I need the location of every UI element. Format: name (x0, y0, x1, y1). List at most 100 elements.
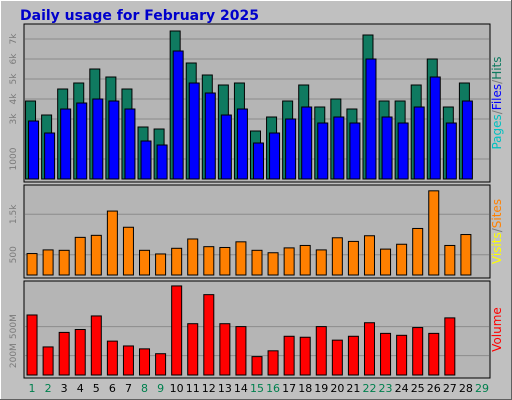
bar-volume (58, 331, 70, 376)
day-label: 11 (186, 382, 200, 395)
bar-sites (26, 253, 38, 276)
bar-files (60, 108, 72, 180)
y-tick-label: 500M (9, 314, 19, 339)
day-label: 2 (45, 382, 52, 395)
bar-sites (331, 237, 343, 276)
day-label: 29 (475, 382, 489, 395)
legend-entry: Pages (490, 114, 504, 149)
bar-files (236, 108, 248, 180)
day-label: 21 (346, 382, 360, 395)
day-label: 12 (202, 382, 216, 395)
day-label: 17 (282, 382, 296, 395)
bar-sites (139, 249, 151, 276)
panel-3: 200M 500M Volume (9, 280, 504, 379)
day-label: 8 (141, 382, 148, 395)
bar-volume (444, 317, 456, 376)
bar-files (172, 50, 184, 180)
bar-sites (251, 249, 263, 276)
bar-sites (283, 247, 295, 276)
bar-files (333, 116, 345, 180)
bar-files (301, 106, 313, 180)
panel-2: 500 1.5k Visits/Sites (9, 184, 504, 279)
bar-sites (267, 252, 279, 276)
day-label: 9 (157, 382, 164, 395)
day-label: 22 (362, 382, 376, 395)
bar-volume (203, 294, 215, 376)
bar-files (253, 142, 264, 180)
day-label: 4 (77, 382, 84, 395)
bar-sites (347, 240, 359, 276)
bar-sites (460, 234, 472, 276)
legend-entry: Volume (490, 307, 504, 352)
legend-entry: Hits (490, 56, 504, 79)
legend-entry: / (490, 227, 504, 232)
bar-volume (90, 315, 102, 376)
bar-volume (219, 323, 231, 376)
bar-files (285, 118, 297, 180)
day-label: 28 (459, 382, 473, 395)
y-tick-label: 7k (9, 33, 19, 45)
legend-entry: / (490, 79, 504, 84)
bar-volume (155, 353, 167, 376)
day-label: 19 (314, 382, 328, 395)
bar-files (92, 98, 104, 180)
bar-sites (363, 235, 375, 276)
bar-sites (380, 248, 392, 276)
bar-sites (90, 234, 102, 276)
bar-sites (428, 190, 440, 276)
bar-files (381, 116, 393, 180)
bar-sites (235, 241, 247, 276)
bar-sites (444, 244, 456, 276)
bar-volume (26, 314, 38, 376)
y-tick-label: 200M (9, 343, 19, 368)
bar-volume (251, 356, 263, 376)
bar-files (445, 122, 457, 180)
bar-files (108, 100, 120, 180)
bar-files (156, 144, 168, 180)
bar-sites (155, 253, 167, 276)
day-label: 14 (234, 382, 248, 395)
bar-files (204, 92, 216, 180)
day-label: 18 (298, 382, 312, 395)
bar-files (397, 122, 409, 180)
bar-volume (187, 323, 199, 376)
bar-files (349, 122, 361, 180)
bar-volume (122, 345, 134, 376)
y-tick-label: 6k (9, 53, 19, 65)
legend-entry: Sites (490, 199, 504, 228)
day-label: 20 (330, 382, 344, 395)
bar-volume (171, 285, 183, 376)
y-tick-label: 3k (9, 113, 19, 125)
bar-sites (219, 246, 231, 276)
day-label: 1 (29, 382, 36, 395)
bar-volume (396, 334, 408, 376)
panel-legend: Visits/Sites (490, 199, 504, 264)
bar-volume (412, 327, 424, 376)
bar-sites (42, 249, 54, 276)
day-label: 15 (250, 382, 264, 395)
bar-volume (380, 332, 392, 376)
bar-files (188, 82, 200, 180)
day-label: 24 (395, 382, 409, 395)
bar-sites (203, 246, 215, 276)
bar-files (140, 140, 152, 180)
bar-files (413, 106, 425, 180)
bar-sites (315, 249, 327, 276)
day-label: 13 (218, 382, 232, 395)
bar-sites (412, 227, 424, 276)
bar-sites (171, 247, 183, 276)
bar-files (461, 100, 473, 180)
y-tick-label: 4k (9, 93, 19, 105)
bar-volume (347, 335, 359, 376)
bar-volume (331, 339, 343, 376)
day-label: 16 (266, 382, 280, 395)
panel-legend: Volume (490, 307, 504, 352)
legend-entry: Visits (490, 232, 504, 264)
bar-files (269, 132, 281, 180)
bar-files (44, 132, 56, 180)
bar-sites (299, 244, 311, 276)
day-label: 26 (427, 382, 441, 395)
panel-legend: Pages/Files/Hits (490, 56, 504, 149)
bar-volume (235, 326, 247, 376)
